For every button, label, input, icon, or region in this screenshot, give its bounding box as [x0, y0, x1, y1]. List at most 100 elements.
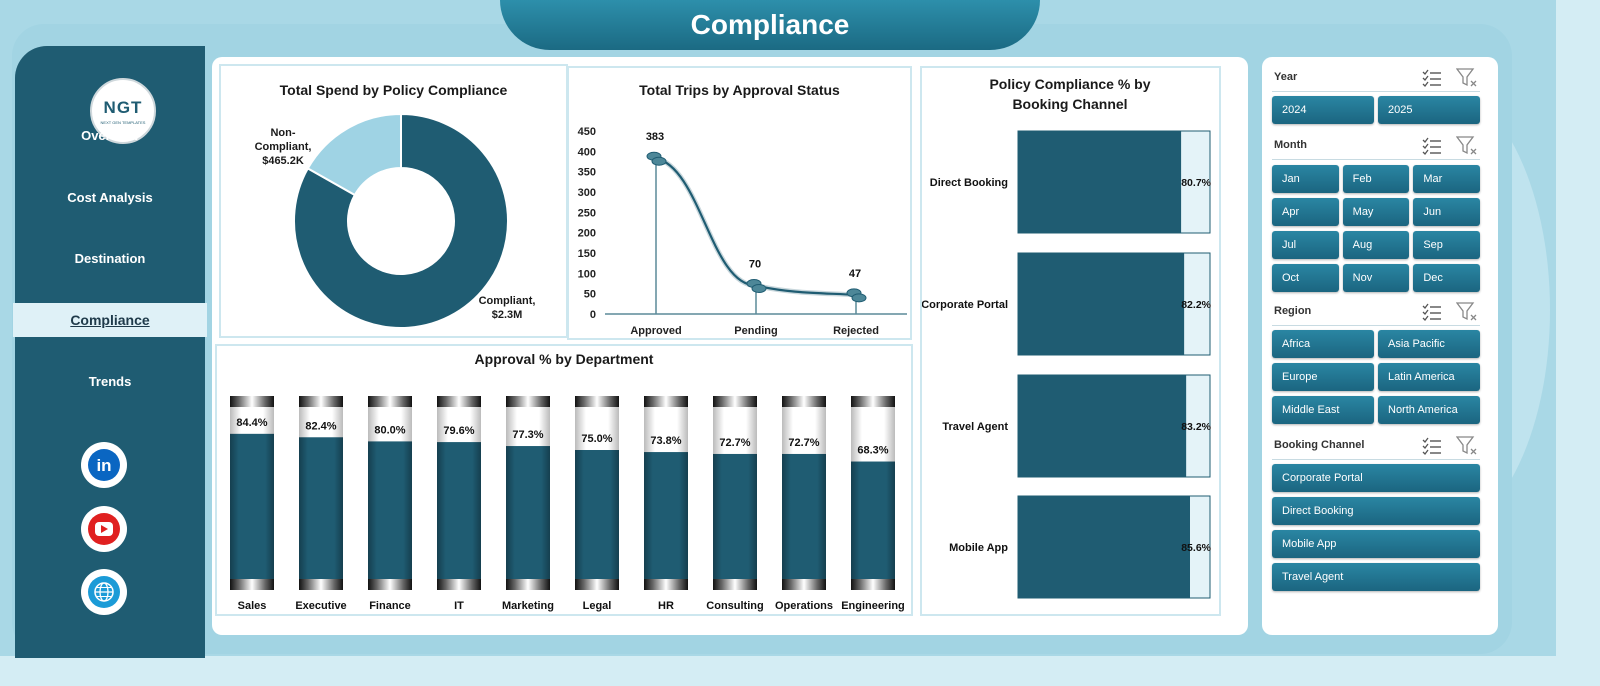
channel-bar[interactable] [1018, 253, 1185, 355]
y-tick-label: 350 [578, 167, 596, 179]
category-label: Finance [369, 600, 411, 612]
donut-slice-non-compliant[interactable] [306, 112, 402, 197]
filter-option-jan[interactable]: Jan [1272, 165, 1339, 193]
department-bar[interactable] [230, 433, 274, 579]
filter-option-travel-agent[interactable]: Travel Agent [1272, 563, 1480, 591]
channel-bar-chart: Direct Booking 80.7% Corporate Portal 82.2%… [922, 130, 1212, 599]
data-label: 79.6% [443, 425, 474, 437]
ngt-logo: NGT NEXT GEN TEMPLATES [90, 78, 156, 144]
multi-select-icon[interactable] [1422, 137, 1442, 155]
channel-bar[interactable] [1018, 131, 1182, 233]
data-point-marker[interactable] [651, 156, 667, 166]
department-bar[interactable] [575, 450, 619, 579]
logo-mark: NGT [103, 97, 143, 117]
tube-bottom-cap [644, 579, 688, 590]
website-button[interactable] [81, 569, 127, 615]
filter-option-may[interactable]: May [1342, 198, 1410, 226]
data-point-marker[interactable] [751, 284, 767, 294]
tube-bottom-cap [713, 579, 757, 590]
tube-top-cap [437, 396, 481, 407]
y-tick-label: 100 [578, 268, 596, 280]
y-tick-label: 200 [578, 228, 596, 240]
trips-by-approval-panel: Total Trips by Approval Status 0 50 100 150… [567, 66, 912, 340]
channel-bar[interactable] [1018, 496, 1190, 598]
line-chart: 0 50 100 150 200 250 300 350 400 450 383 Approved 70… [578, 126, 907, 337]
sidebar-item-compliance[interactable]: Compliance [13, 303, 207, 337]
department-bar[interactable] [851, 461, 895, 579]
filter-option-jul[interactable]: Jul [1272, 231, 1339, 259]
multi-select-icon[interactable] [1422, 437, 1442, 455]
data-label: 70 [749, 259, 761, 271]
svg-text:in: in [96, 456, 111, 475]
filter-option-middle-east[interactable]: Middle East [1272, 396, 1374, 424]
tube-bottom-cap [437, 579, 481, 590]
filter-option-oct[interactable]: Oct [1272, 264, 1339, 292]
filter-divider [1272, 91, 1480, 92]
filter-option-nov[interactable]: Nov [1342, 264, 1410, 292]
department-bar[interactable] [644, 452, 688, 579]
y-tick-label: 0 [590, 309, 596, 321]
data-label: 73.8% [650, 435, 681, 447]
data-label: 72.7% [788, 437, 819, 449]
linkedin-button[interactable]: in [81, 442, 127, 488]
filter-option-mobile-app[interactable]: Mobile App [1272, 530, 1480, 558]
filter-option-mar[interactable]: Mar [1413, 165, 1480, 193]
tube-bottom-cap [851, 579, 895, 590]
department-bar[interactable] [368, 441, 412, 579]
filter-divider [1272, 325, 1480, 326]
channel-bar[interactable] [1018, 375, 1187, 477]
tube-top-cap [782, 396, 826, 407]
department-bar[interactable] [782, 453, 826, 579]
filter-option-dec[interactable]: Dec [1413, 264, 1480, 292]
category-label: Operations [775, 600, 833, 612]
filter-option-aug[interactable]: Aug [1342, 231, 1410, 259]
filter-option-2024[interactable]: 2024 [1272, 96, 1374, 124]
tube-bottom-cap [230, 579, 274, 590]
data-point-marker[interactable] [851, 293, 867, 303]
tube-bottom-cap [782, 579, 826, 590]
slice-label-noncompliant-value: $465.2K [262, 155, 304, 167]
sidebar-item-label: Destination [74, 250, 146, 266]
clear-filter-icon[interactable] [1455, 68, 1477, 87]
filter-option-apr[interactable]: Apr [1272, 198, 1339, 226]
chart-title: Total Trips by Approval Status [639, 82, 840, 98]
youtube-icon [88, 513, 120, 545]
slice-label-compliant-name: Compliant, [479, 295, 536, 307]
filter-option-2025[interactable]: 2025 [1378, 96, 1480, 124]
filter-option-europe[interactable]: Europe [1272, 363, 1374, 391]
filter-option-africa[interactable]: Africa [1272, 330, 1374, 358]
department-bar[interactable] [299, 437, 343, 579]
data-label: 75.0% [581, 433, 612, 445]
filter-option-sep[interactable]: Sep [1413, 231, 1480, 259]
clear-filter-icon[interactable] [1455, 302, 1477, 321]
tube-top-cap [506, 396, 550, 407]
category-label: Marketing [502, 600, 554, 612]
category-label: Consulting [706, 600, 763, 612]
category-label: Rejected [833, 325, 879, 337]
filter-option-corporate-portal[interactable]: Corporate Portal [1272, 464, 1480, 492]
multi-select-icon[interactable] [1422, 69, 1442, 87]
filter-panel: Year 2024 2025 Month Jan Feb Mar Apr May Jun Jul Au… [1262, 57, 1498, 635]
filter-option-direct-booking[interactable]: Direct Booking [1272, 497, 1480, 525]
youtube-button[interactable] [81, 506, 127, 552]
filter-option-latin-america[interactable]: Latin America [1378, 363, 1480, 391]
sidebar: NGT NEXT GEN TEMPLATES Overview Cost Ana… [13, 46, 207, 658]
donut-slice-compliant[interactable] [293, 112, 509, 329]
department-bar[interactable] [713, 453, 757, 579]
clear-filter-icon[interactable] [1455, 136, 1477, 155]
sidebar-item-destination[interactable]: Destination [15, 241, 205, 275]
department-bar[interactable] [437, 442, 481, 579]
multi-select-icon[interactable] [1422, 303, 1442, 321]
filter-option-jun[interactable]: Jun [1413, 198, 1480, 226]
category-label: Direct Booking [930, 177, 1008, 189]
filter-option-asia-pacific[interactable]: Asia Pacific [1378, 330, 1480, 358]
filter-option-north-america[interactable]: North America [1378, 396, 1480, 424]
sidebar-item-cost-analysis[interactable]: Cost Analysis [15, 180, 205, 214]
sidebar-item-overview[interactable]: Overview [15, 118, 205, 152]
filter-option-feb[interactable]: Feb [1342, 165, 1410, 193]
tube-top-cap [851, 396, 895, 407]
data-label: 383 [646, 131, 664, 143]
clear-filter-icon[interactable] [1455, 436, 1477, 455]
department-bar[interactable] [506, 446, 550, 579]
sidebar-item-trends[interactable]: Trends [15, 364, 205, 398]
